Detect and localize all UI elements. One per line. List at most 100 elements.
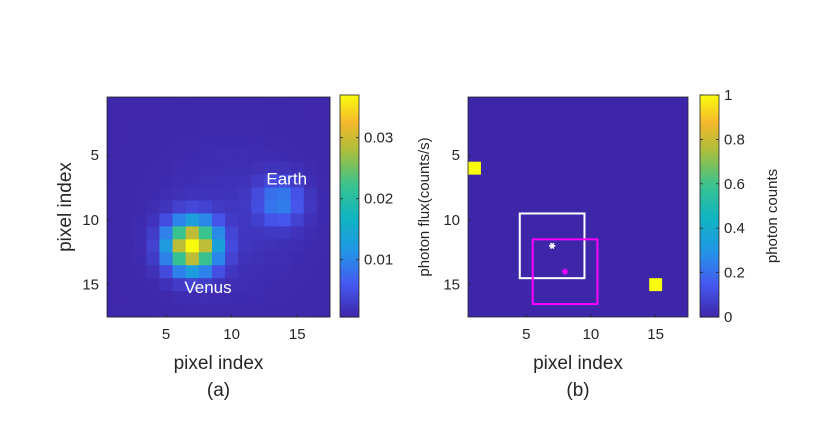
panel-a-pixel [264,135,278,150]
panel-a-pixel [185,213,200,227]
panel-a-pixel [159,122,173,137]
panel-a-pixel [303,174,318,188]
panel-b-colorbar-segment [700,285,719,290]
panel-a-pixel [303,213,318,227]
panel-a-colorbar-segment [340,160,359,165]
panel-b-colorbar-segment [700,251,719,256]
panel-a-pixel [211,109,226,124]
panel-a-pixel [251,135,265,150]
panel-a-pixel [211,291,226,305]
panel-a-pixel [225,304,239,318]
panel-a-pixel [107,239,121,253]
panel-a-pixel [133,135,147,150]
panel-b-count-pixel [468,161,481,175]
panel-a-pixel [303,304,318,318]
panel-a-pixel [290,174,305,188]
panel-b-colorbar-segment [700,271,719,276]
panel-b-count-pixel [649,278,663,292]
panel-a-y-ticks: 5 10 15 [82,147,110,294]
panel-b-colorbar-label: photon counts [764,169,781,263]
panel-a-colorbar-segment [340,171,359,176]
panel-b-colorbar-segment [700,264,719,270]
panel-b-colorbar-segment [700,299,719,304]
panel-a-pixel [225,291,239,305]
panel-b-colorbar-segment [700,185,719,190]
panel-a-pixel [159,109,173,124]
panel-a-colorbar-segment [340,244,359,249]
panel-a-pixel [159,252,173,266]
panel-a-ytick-label: 10 [82,212,99,229]
panel-a-pixel [303,97,318,111]
panel-a-pixel [316,122,331,137]
panel-a-annotation-venus: Venus [184,278,231,297]
panel-a-pixel [225,200,239,214]
panel-a-pixel [303,291,318,305]
panel-a-pixel [211,226,226,240]
panel-a-pixel [238,109,252,124]
panel-b-colorbar-segment [700,313,719,318]
panel-a-pixel [290,135,305,150]
panel-a-pixel [120,226,134,240]
panel-a-pixel [251,265,265,279]
panel-a-pixel [198,239,213,253]
panel-a-pixel [211,252,226,266]
panel-a-pixel [133,265,147,279]
panel-a-pixel [172,148,187,163]
panel-a-pixel [107,161,121,176]
panel-a-pixel [303,109,318,124]
panel-a-pixel [277,291,292,305]
panel-a-pixel [251,213,265,227]
panel-a-colorbar-segment [340,174,359,179]
panel-a-pixel [251,174,265,188]
panel-a-pixel [120,161,134,176]
panel-a-pixel [238,174,252,188]
panel-b-colorbar-segment [700,223,719,228]
panel-a-pixel [277,161,292,176]
panel-b-y-ticks: 5 10 15 [443,147,471,294]
panel-b-colorbar-segment [700,233,719,238]
panel-a-pixel [120,252,134,266]
panel-a-pixel [159,187,173,201]
panel-a-pixel [290,148,305,163]
panel-a-pixel [172,239,187,253]
panel-a-colorbar-segment [340,164,359,169]
panel-a-colorbar-segment [340,310,359,315]
panel-a-colorbar-segment [340,271,359,276]
panel-a-colorbar-segment [340,157,359,162]
panel-a-pixel [277,252,292,266]
panel-a-pixel [290,200,305,214]
panel-b-colorbar-segment [700,122,719,127]
panel-a-pixel [185,148,200,163]
panel-a-pixel [264,226,278,240]
panel-a-pixel [185,135,200,150]
panel-a-pixel [211,148,226,163]
panel-a-pixel [107,148,121,163]
panel-a-pixel [264,213,278,227]
panel-a-pixel [159,174,173,188]
panel-a-colorbar-segment [340,247,359,252]
panel-a-colorbar-segment [340,199,359,204]
panel-a-pixel [303,187,318,201]
panel-a-pixel [277,187,292,201]
panel-a-colorbar-segment [340,178,359,183]
panel-a-colorbar-segment [340,140,359,145]
panel-a-pixel [120,174,134,188]
panel-a-xtick-label: 10 [223,326,240,343]
panel-a-pixel [198,265,213,279]
panel-a-pixel [277,239,292,253]
panel-a-colorbar-segment [340,188,359,193]
panel-a-colorbar-tick-label: 0.03 [364,130,393,147]
panel-a-pixel [159,239,173,253]
panel-a-colorbar-segment [340,216,359,221]
panel-a-pixel [198,200,213,214]
panel-a-colorbar-segment [340,313,359,318]
panel-a-pixel [303,148,318,163]
panel-b-colorbar-segment [700,230,719,235]
panel-a-colorbar-segment [340,212,359,218]
panel-b-colorbar-segment [700,206,719,211]
panel-b-colorbar-segment [700,192,719,197]
panel-a-colorbar-segment [340,105,359,110]
panel-a-colorbar-segment [340,226,359,231]
panel-b-colorbar-segment [700,247,719,252]
